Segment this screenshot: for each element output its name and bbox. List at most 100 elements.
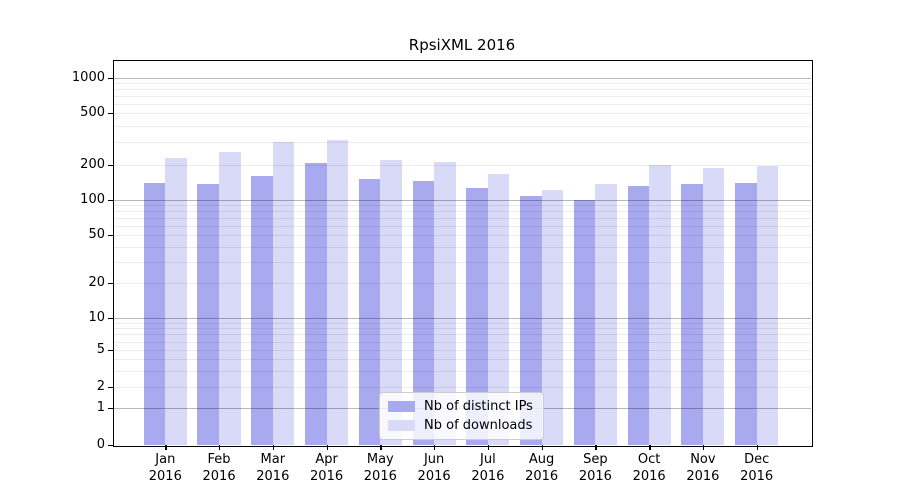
minor-gridline xyxy=(113,89,811,91)
minor-gridline xyxy=(113,125,811,127)
x-tick xyxy=(326,445,328,450)
legend-label: Nb of distinct IPs xyxy=(424,399,533,414)
x-tick xyxy=(434,445,436,450)
major-gridline xyxy=(113,78,811,79)
bar-distinct-ips-feb xyxy=(197,184,220,445)
y-tick-label: 100 xyxy=(80,192,105,207)
y-tick xyxy=(108,387,113,389)
y-tick xyxy=(108,78,113,80)
x-tick xyxy=(649,445,651,450)
minor-gridline xyxy=(113,334,811,336)
x-tick-year-label: 2016 xyxy=(686,469,720,484)
y-tick xyxy=(108,408,113,410)
minor-gridline xyxy=(113,205,811,207)
minor-gridline xyxy=(113,246,811,248)
y-tick xyxy=(108,318,113,320)
x-tick xyxy=(702,445,705,450)
bar-downloads-mar xyxy=(272,141,295,445)
minor-gridline xyxy=(113,350,811,351)
bar-distinct-ips-aug xyxy=(520,196,542,445)
chart-title: RpsiXML 2016 xyxy=(408,36,516,54)
bar-downloads-feb xyxy=(219,151,241,445)
minor-gridline xyxy=(113,341,811,343)
bar-distinct-ips-jul xyxy=(466,188,488,445)
x-tick xyxy=(380,445,382,450)
bar-distinct-ips-mar xyxy=(251,176,273,445)
x-tick-year-label: 2016 xyxy=(578,469,612,484)
x-tick-label-nov: Nov 2016 xyxy=(676,451,730,485)
x-tick-year-label: 2016 xyxy=(148,469,182,484)
legend-swatch-distinct-ips xyxy=(388,401,415,412)
minor-gridline xyxy=(113,370,811,372)
x-tick xyxy=(595,445,597,450)
legend-label: Nb of downloads xyxy=(424,418,533,433)
bar-downloads-nov xyxy=(702,167,725,445)
x-tick-year-label: 2016 xyxy=(471,469,505,484)
minor-gridline xyxy=(113,113,811,114)
x-tick-label-jan: Jan 2016 xyxy=(138,451,192,485)
bar-distinct-ips-nov xyxy=(681,184,703,445)
minor-gridline xyxy=(113,83,811,85)
y-tick xyxy=(108,235,113,237)
y-tick-label: 20 xyxy=(88,275,105,290)
legend-row: Nb of downloads xyxy=(388,418,533,433)
minor-gridline xyxy=(113,165,811,166)
minor-gridline xyxy=(113,141,811,143)
y-tick xyxy=(108,200,113,202)
x-tick-label-apr: Apr 2016 xyxy=(300,451,354,485)
y-tick-label: 50 xyxy=(88,227,105,242)
x-tick-label-jul: Jul 2016 xyxy=(461,451,515,485)
x-tick-label-mar: Mar 2016 xyxy=(246,451,300,485)
y-tick xyxy=(108,113,113,115)
minor-gridline xyxy=(113,387,811,388)
minor-gridline xyxy=(113,211,811,213)
bar-distinct-ips-sep xyxy=(573,200,596,445)
minor-gridline xyxy=(113,96,811,97)
y-tick-label: 1 xyxy=(96,400,105,415)
x-tick xyxy=(219,445,221,450)
bar-downloads-sep xyxy=(595,184,617,445)
x-tick xyxy=(541,445,543,450)
x-tick xyxy=(756,445,759,450)
bar-downloads-jul xyxy=(487,173,510,445)
y-tick xyxy=(108,445,113,447)
y-tick-label: 2 xyxy=(96,379,105,394)
x-tick-year-label: 2016 xyxy=(256,469,290,484)
y-tick xyxy=(108,350,113,352)
x-tick-year-label: 2016 xyxy=(417,469,451,484)
bar-downloads-oct xyxy=(649,165,671,445)
x-tick xyxy=(272,445,275,450)
x-tick-year-label: 2016 xyxy=(310,469,344,484)
x-tick-label-feb: Feb 2016 xyxy=(192,451,246,485)
minor-gridline xyxy=(113,322,811,324)
x-tick-label-oct: Oct 2016 xyxy=(622,451,676,485)
minor-gridline xyxy=(113,359,811,360)
y-tick-label: 1000 xyxy=(71,70,105,85)
y-tick-label: 5 xyxy=(96,342,105,357)
minor-gridline xyxy=(113,328,811,330)
bar-distinct-ips-jan xyxy=(143,183,166,445)
major-gridline xyxy=(113,200,811,201)
x-tick-year-label: 2016 xyxy=(740,469,774,484)
minor-gridline xyxy=(113,261,811,263)
x-tick-label-jun: Jun 2016 xyxy=(407,451,461,485)
bar-downloads-jan xyxy=(165,157,187,445)
x-tick-label-sep: Sep 2016 xyxy=(568,451,622,485)
bar-distinct-ips-jun xyxy=(412,180,435,445)
y-tick xyxy=(108,165,113,167)
x-tick-year-label: 2016 xyxy=(363,469,397,484)
x-tick-year-label: 2016 xyxy=(632,469,666,484)
bar-distinct-ips-may xyxy=(358,178,381,445)
x-tick xyxy=(487,445,490,450)
x-tick-year-label: 2016 xyxy=(202,469,236,484)
bar-downloads-apr xyxy=(326,140,349,445)
bar-distinct-ips-apr xyxy=(304,163,327,445)
x-tick-label-dec: Dec 2016 xyxy=(730,451,784,485)
legend-swatch-downloads xyxy=(388,420,415,431)
legend-row: Nb of distinct IPs xyxy=(388,399,533,414)
bar-downloads-may xyxy=(380,159,402,445)
minor-gridline xyxy=(113,283,811,284)
minor-gridline xyxy=(113,218,811,219)
x-tick-year-label: 2016 xyxy=(525,469,559,484)
